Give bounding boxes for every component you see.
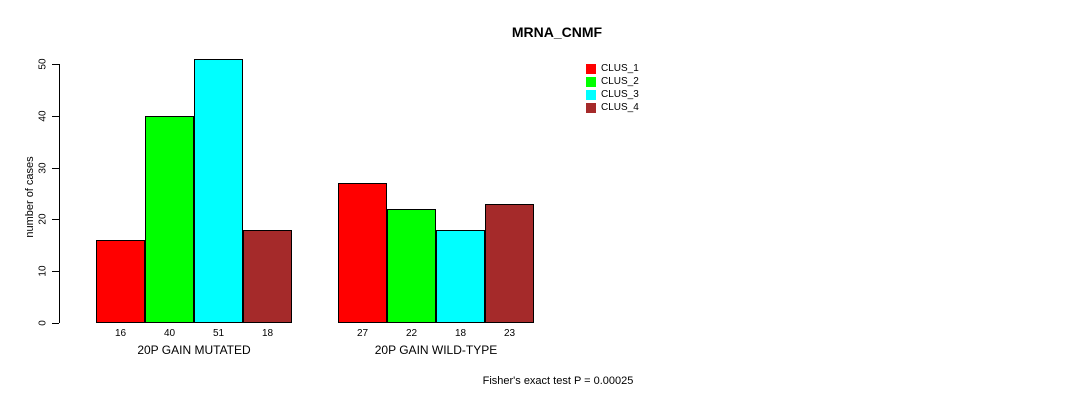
y-tick-50	[52, 64, 59, 65]
legend-row-clus_3: CLUS_3	[586, 88, 639, 101]
y-tick-label-40: 40	[37, 110, 49, 122]
bar-value-label-clus_2-group2: 22	[405, 328, 418, 339]
bar-value-label-clus_1-group2: 27	[356, 328, 369, 339]
legend-row-clus_2: CLUS_2	[586, 75, 639, 88]
bar-clus_3-group1	[194, 59, 243, 323]
legend-label-clus_2: CLUS_2	[601, 76, 639, 87]
legend-swatch-clus_3	[586, 89, 596, 100]
y-tick-0	[52, 323, 59, 324]
legend-label-clus_1: CLUS_1	[601, 63, 639, 74]
legend-swatch-clus_1	[586, 63, 596, 74]
bar-clus_4-group2	[485, 204, 534, 323]
group-label-2: 20P GAIN WILD-TYPE	[374, 343, 498, 357]
chart-title: MRNA_CNMF	[511, 24, 603, 40]
bar-clus_1-group2	[338, 183, 387, 323]
bar-value-label-clus_4-group2: 23	[503, 328, 516, 339]
y-tick-label-30: 30	[37, 162, 49, 174]
bar-clus_3-group2	[436, 230, 485, 323]
legend-row-clus_4: CLUS_4	[586, 101, 639, 114]
y-tick-40	[52, 116, 59, 117]
legend-swatch-clus_4	[586, 102, 596, 113]
y-tick-10	[52, 271, 59, 272]
bar-value-label-clus_3-group1: 51	[212, 328, 225, 339]
bar-clus_4-group1	[243, 230, 292, 323]
group-label-1: 20P GAIN MUTATED	[137, 343, 251, 357]
bar-clus_1-group1	[96, 240, 145, 323]
legend: CLUS_1 CLUS_2 CLUS_3 CLUS_4	[586, 62, 639, 114]
legend-swatch-clus_2	[586, 76, 596, 87]
fisher-test-annotation: Fisher's exact test P = 0.00025	[482, 375, 634, 387]
y-axis-title: number of cases	[24, 156, 36, 238]
y-tick-30	[52, 168, 59, 169]
bar-clus_2-group2	[387, 209, 436, 323]
bar-value-label-clus_2-group1: 40	[163, 328, 176, 339]
legend-label-clus_4: CLUS_4	[601, 102, 639, 113]
legend-label-clus_3: CLUS_3	[601, 89, 639, 100]
y-tick-label-10: 10	[37, 265, 49, 277]
bar-value-label-clus_1-group1: 16	[114, 328, 127, 339]
bar-clus_2-group1	[145, 116, 194, 323]
y-tick-label-0: 0	[37, 320, 49, 326]
bar-value-label-clus_4-group1: 18	[261, 328, 274, 339]
y-tick-label-20: 20	[37, 213, 49, 225]
y-tick-20	[52, 219, 59, 220]
y-tick-label-50: 50	[37, 58, 49, 70]
bar-value-label-clus_3-group2: 18	[454, 328, 467, 339]
y-axis-line	[59, 64, 60, 323]
legend-row-clus_1: CLUS_1	[586, 62, 639, 75]
